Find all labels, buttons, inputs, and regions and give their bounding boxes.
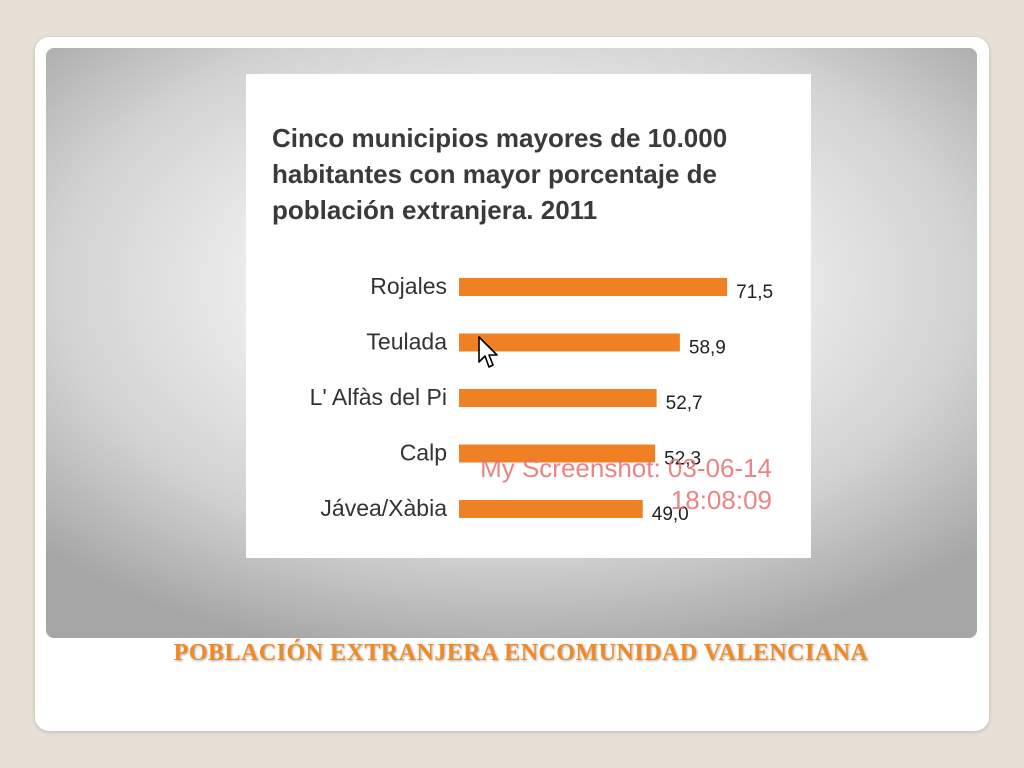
bar	[459, 333, 680, 352]
value-label: 71,5	[736, 282, 773, 303]
watermark-line-1: My Screenshot: 03-06-14	[480, 453, 772, 483]
value-label: 58,9	[689, 338, 726, 359]
category-label: Jávea/Xàbia	[320, 495, 447, 521]
category-label: L' Alfàs del Pi	[310, 384, 447, 410]
bar	[459, 444, 656, 463]
value-label: 52,7	[666, 393, 703, 414]
watermark-line-2: 18:08:09	[670, 485, 772, 515]
bar	[459, 389, 657, 407]
bar	[459, 278, 728, 296]
bar-chart: Rojales 71,5 Teulada 58,9 L' Alfàs del Pi 52,…	[310, 273, 773, 525]
value-label: 52,3	[664, 449, 701, 470]
mouse-pointer-icon	[478, 336, 498, 368]
bar	[459, 500, 643, 518]
category-label: Calp	[400, 440, 447, 466]
category-label: Rojales	[370, 273, 447, 299]
chart-title: Cinco municipios mayores de 10.000 habit…	[272, 123, 728, 225]
chart-image: Cinco municipios mayores de 10.000 habit…	[246, 74, 811, 558]
category-label: Teulada	[366, 329, 447, 355]
screenshot-watermark: My Screenshot: 03-06-14 18:08:09	[414, 452, 772, 516]
value-label: 49,0	[652, 504, 689, 525]
slide: Cinco municipios mayores de 10.000 habit…	[35, 37, 989, 731]
slide-title: POBLACIÓN EXTRANJERA ENCOMUNIDAD VALENCI…	[173, 640, 869, 666]
